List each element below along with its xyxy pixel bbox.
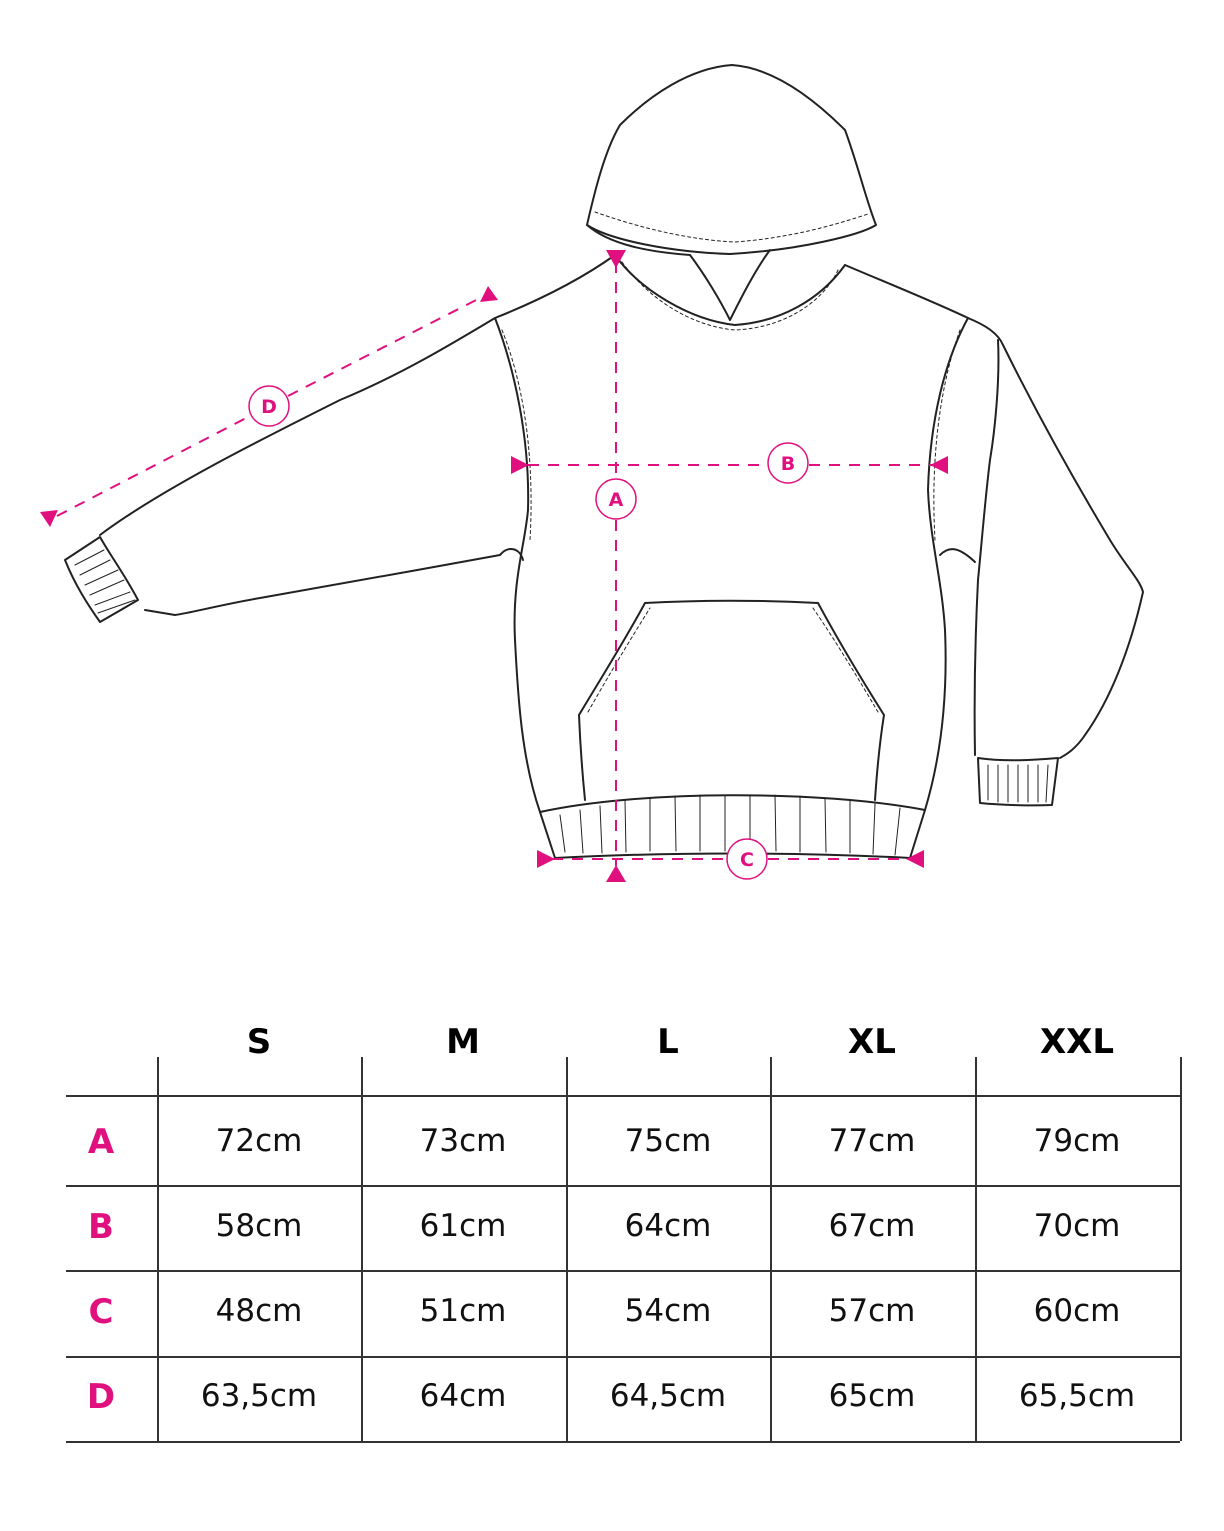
table-cell: 54cm	[624, 1293, 712, 1329]
measure-c-label: C	[740, 849, 754, 871]
hoodie-diagram: A B C D	[40, 64, 1144, 882]
table-cell: 57cm	[828, 1293, 916, 1329]
row-label-a: A	[87, 1122, 115, 1162]
size-header-s: S	[246, 1022, 272, 1062]
table-cell: 79cm	[1033, 1123, 1121, 1159]
table-cell: 58cm	[215, 1208, 303, 1244]
table-divider	[66, 1185, 1180, 1187]
row-label-d: D	[86, 1377, 116, 1417]
table-divider	[157, 1057, 159, 1441]
table-divider	[361, 1057, 363, 1441]
measure-a-label: A	[609, 489, 624, 511]
table-cell: 67cm	[828, 1208, 916, 1244]
table-cell: 70cm	[1033, 1208, 1121, 1244]
measure-d-marker	[248, 385, 290, 427]
measure-a-marker	[595, 478, 637, 520]
table-cell: 64cm	[419, 1378, 507, 1414]
measurement-lines	[56, 262, 932, 866]
measure-b-label: B	[781, 453, 795, 475]
table-divider	[66, 1095, 1180, 1097]
measure-c-marker	[726, 838, 768, 880]
table-divider	[1180, 1057, 1182, 1441]
table-divider	[566, 1057, 568, 1441]
table-cell: 51cm	[419, 1293, 507, 1329]
table-cell: 48cm	[215, 1293, 303, 1329]
table-cell: 63,5cm	[200, 1378, 318, 1414]
table-cell: 61cm	[419, 1208, 507, 1244]
row-label-c: C	[88, 1292, 114, 1332]
size-header-m: M	[446, 1022, 480, 1062]
table-cell: 60cm	[1033, 1293, 1121, 1329]
measure-d-label: D	[261, 396, 277, 418]
size-header-xl: XL	[848, 1022, 896, 1062]
table-cell: 75cm	[624, 1123, 712, 1159]
table-divider	[66, 1270, 1180, 1272]
table-cell: 65,5cm	[1018, 1378, 1136, 1414]
measurement-arrows	[40, 250, 948, 882]
table-cell: 65cm	[828, 1378, 916, 1414]
row-label-b: B	[88, 1207, 114, 1247]
size-header-xxl: XXL	[1039, 1022, 1115, 1062]
table-cell: 77cm	[828, 1123, 916, 1159]
table-cell: 64,5cm	[609, 1378, 727, 1414]
table-divider	[975, 1057, 977, 1441]
size-header-l: L	[657, 1022, 679, 1062]
table-cell: 64cm	[624, 1208, 712, 1244]
table-cell: 73cm	[419, 1123, 507, 1159]
hoodie-outline	[64, 64, 1144, 859]
table-divider	[770, 1057, 772, 1441]
table-cell: 72cm	[215, 1123, 303, 1159]
table-divider	[66, 1356, 1180, 1358]
measure-b-marker	[767, 442, 809, 484]
table-divider	[66, 1441, 1180, 1443]
